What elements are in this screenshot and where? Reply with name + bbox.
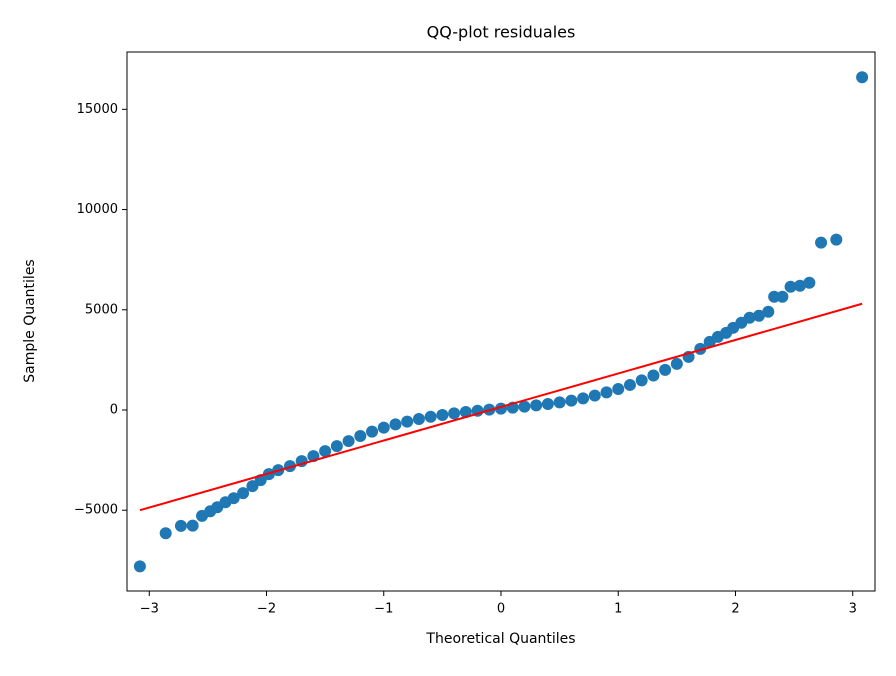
- y-tick-label: 10000: [77, 202, 118, 217]
- point: [354, 430, 367, 443]
- point: [776, 290, 789, 303]
- point: [530, 399, 543, 412]
- point: [186, 519, 199, 532]
- plot-frame: [126, 51, 876, 592]
- point: [752, 309, 765, 322]
- point: [541, 397, 554, 410]
- x-tick-label: 2: [731, 602, 739, 617]
- point: [815, 236, 828, 249]
- point: [342, 435, 355, 448]
- y-tick-label: 0: [110, 402, 118, 417]
- point: [237, 487, 250, 500]
- point: [784, 280, 797, 293]
- x-tick-label: −1: [374, 602, 393, 617]
- point: [227, 492, 240, 505]
- point: [743, 311, 756, 324]
- point: [448, 407, 461, 420]
- x-tick-label: 3: [849, 602, 857, 617]
- point: [762, 305, 775, 318]
- point: [436, 409, 449, 422]
- point: [565, 394, 578, 407]
- reference-line: [139, 302, 863, 512]
- point: [366, 425, 379, 438]
- point: [459, 406, 472, 419]
- point: [412, 413, 425, 426]
- point: [600, 386, 613, 399]
- x-axis-label: Theoretical Quantiles: [425, 631, 575, 647]
- x-tick-label: 0: [497, 602, 505, 617]
- point: [803, 276, 816, 289]
- point: [612, 382, 625, 395]
- point: [159, 527, 172, 540]
- point: [659, 363, 672, 376]
- point: [553, 396, 566, 409]
- point: [174, 519, 187, 532]
- point: [647, 369, 660, 382]
- point: [856, 71, 869, 84]
- point: [623, 378, 636, 391]
- point: [133, 560, 146, 573]
- point: [246, 480, 259, 493]
- point: [793, 279, 806, 292]
- y-tick-label: 15000: [77, 102, 118, 117]
- x-tick-label: −3: [140, 602, 159, 617]
- point: [830, 233, 843, 246]
- point: [424, 410, 437, 423]
- point: [401, 415, 414, 428]
- point: [377, 421, 390, 434]
- point: [319, 445, 332, 458]
- point: [635, 374, 648, 387]
- x-tick-label: −2: [257, 602, 276, 617]
- point: [389, 418, 402, 431]
- y-tick-label: −5000: [74, 503, 118, 518]
- point: [330, 440, 343, 453]
- point: [768, 290, 781, 303]
- point: [670, 357, 683, 370]
- y-axis-label: Sample Quantiles: [22, 259, 38, 382]
- point: [518, 400, 531, 413]
- x-tick-label: 1: [614, 602, 622, 617]
- chart-title: QQ-plot residuales: [427, 23, 576, 42]
- y-tick-label: 5000: [85, 302, 118, 317]
- point: [588, 389, 601, 402]
- point: [577, 392, 590, 405]
